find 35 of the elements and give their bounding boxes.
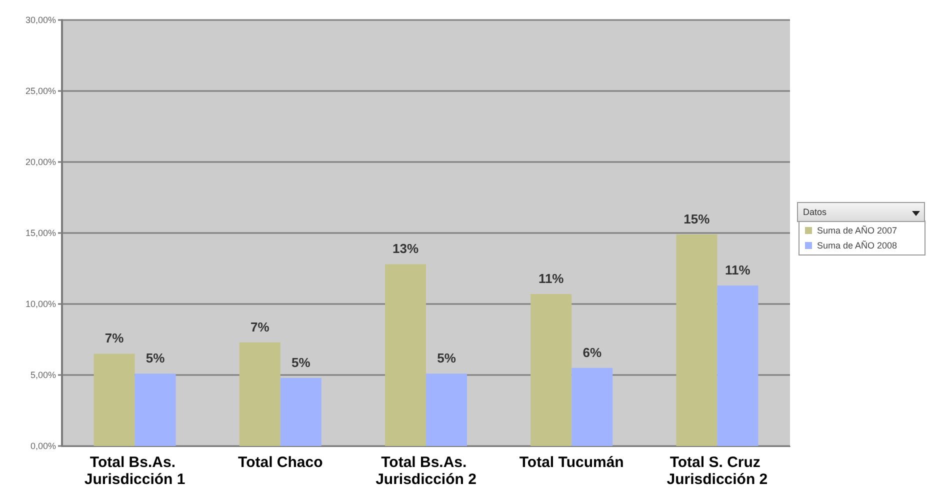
bar — [280, 378, 322, 446]
x-tick-label: Total S. Cruz Jurisdicción 2 — [666, 454, 768, 488]
bar — [572, 368, 613, 446]
y-tick-label: 5,00% — [30, 370, 56, 380]
legend-title: Datos — [803, 207, 827, 217]
bar — [94, 354, 135, 446]
bar — [530, 294, 572, 446]
data-label: 6% — [582, 344, 602, 360]
data-label: 11% — [538, 271, 564, 286]
data-label: 11% — [725, 262, 751, 278]
bar — [676, 234, 718, 446]
bar — [134, 374, 176, 446]
x-tick-label: Total Bs.As. Jurisdicción 1 — [84, 454, 186, 488]
data-label: 5% — [437, 350, 456, 366]
y-tick-label: 15,00% — [25, 228, 56, 238]
legend-label: Suma de AÑO 2007 — [817, 226, 898, 236]
y-tick-label: 20,00% — [25, 157, 56, 167]
data-label: 5% — [292, 354, 311, 370]
data-label: 13% — [392, 241, 419, 256]
bar — [717, 286, 758, 446]
bar — [239, 342, 280, 446]
legend-label: Suma de AÑO 2008 — [817, 240, 898, 250]
x-tick-label: Total Bs.As. Jurisdicción 2 — [376, 454, 476, 488]
y-tick-label: 10,00% — [25, 299, 56, 309]
y-tick-label: 0,00% — [30, 441, 56, 451]
data-label: 7% — [104, 330, 124, 346]
y-tick-label: 25,00% — [25, 86, 56, 96]
bar — [426, 374, 467, 446]
y-tick-label: 30,00% — [25, 15, 56, 25]
data-label: 5% — [146, 350, 166, 366]
x-tick-label: Total Tucumán — [519, 454, 624, 471]
data-label: 15% — [684, 211, 710, 226]
x-tick-label: Total Chaco — [238, 454, 323, 471]
bar — [385, 264, 426, 446]
data-label: 7% — [250, 319, 270, 334]
